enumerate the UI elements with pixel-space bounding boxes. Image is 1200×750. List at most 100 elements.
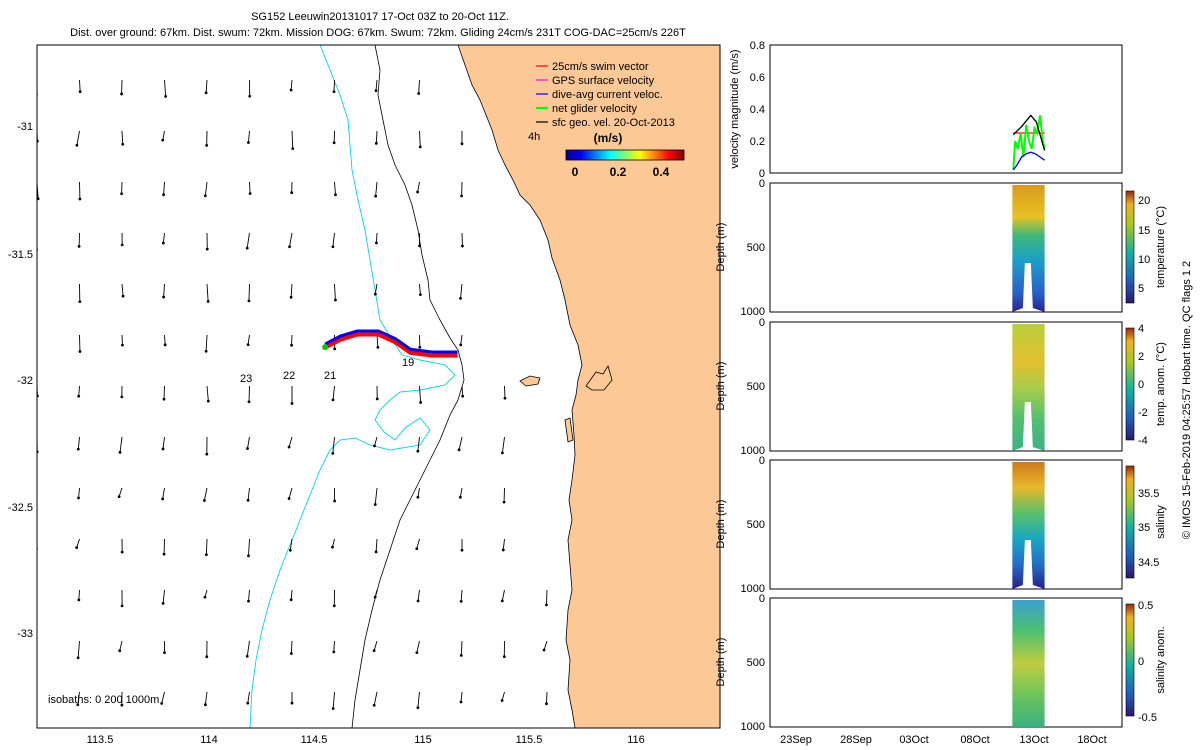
islands — [519, 365, 613, 443]
current-vector — [206, 385, 210, 403]
velocity-ytick: 0.8 — [750, 40, 765, 52]
map-legend: 25cm/s swim vector GPS surface velocity … — [536, 61, 675, 129]
current-vector — [376, 334, 380, 349]
track-current — [324, 329, 458, 354]
day-label: 21 — [324, 370, 336, 382]
current-vector — [418, 283, 422, 297]
current-vector — [117, 487, 123, 499]
day-label: 19 — [402, 357, 414, 369]
current-vector — [120, 589, 124, 608]
current-vector — [162, 283, 166, 299]
current-vector — [373, 436, 378, 448]
current-vector — [500, 589, 505, 603]
isobaths-label: isobaths: 0 200 1000m — [48, 694, 159, 706]
colorbar-salinity-anom — [1125, 603, 1135, 717]
cb-tick: 20 — [1138, 195, 1150, 207]
current-vector — [459, 691, 463, 704]
velocity-ytick: 0.4 — [750, 104, 765, 116]
current-vector — [290, 691, 294, 705]
cb-tick: 35 — [1138, 522, 1150, 534]
current-vector — [288, 538, 293, 552]
depth-ytick: 1000 — [741, 583, 765, 595]
current-vector — [76, 436, 80, 451]
current-vector — [120, 538, 124, 554]
cb-tick: 4 — [1138, 323, 1144, 335]
track-swim-vector — [323, 331, 458, 358]
current-vector — [245, 232, 250, 250]
current-vector — [161, 487, 165, 501]
title-line-1: SG152 Leeuwin20131017 17-Oct 03Z to 20-O… — [251, 11, 509, 23]
current-vector — [418, 232, 421, 248]
speed-colorbar — [565, 149, 685, 161]
day-label: 22 — [283, 370, 295, 382]
current-vector — [416, 181, 420, 194]
time-xtick: 08Oct — [960, 734, 989, 746]
current-vector — [75, 130, 80, 147]
current-vector — [415, 640, 420, 654]
current-vector — [121, 283, 125, 298]
current-vector — [204, 79, 208, 95]
current-vector — [416, 691, 420, 710]
map-xtick: 115.5 — [516, 734, 543, 746]
depth-ytick: 500 — [747, 242, 765, 254]
velocity-ylabel: velocity magnitude (m/s) — [729, 49, 741, 168]
current-vector — [502, 640, 506, 659]
current-vector — [415, 538, 420, 551]
map-ytick: -33 — [17, 628, 33, 640]
current-vector — [247, 589, 250, 603]
depth-ytick: 1000 — [741, 306, 765, 318]
cb-tick: 0 — [1138, 379, 1144, 391]
map-ytick: -32 — [17, 375, 33, 387]
section-data — [1012, 462, 1045, 589]
cb-label: salinity — [1155, 505, 1167, 539]
current-vector — [289, 640, 293, 655]
current-vector — [245, 640, 250, 658]
colorbar-label: (m/s) — [594, 131, 623, 145]
current-vector — [161, 436, 165, 451]
current-vector — [287, 436, 293, 449]
section-panel: Depth (m) 0 500 1000 — [715, 317, 1123, 457]
current-vector — [375, 232, 378, 245]
velocity-series — [1012, 114, 1046, 151]
cb-tick: 0.5 — [1138, 600, 1153, 612]
current-vector — [204, 691, 208, 707]
current-vector — [120, 181, 123, 196]
current-vector — [205, 640, 209, 659]
current-vector — [416, 487, 420, 499]
legend-entry: dive-avg current veloc. — [552, 89, 663, 101]
depth-ylabel: Depth (m) — [715, 638, 727, 687]
depth-ylabel: Depth (m) — [715, 362, 727, 411]
map-xtick: 115 — [414, 734, 432, 746]
current-vector — [78, 181, 82, 201]
current-vector — [161, 232, 165, 245]
current-vector — [161, 589, 165, 605]
current-vector — [332, 130, 336, 145]
current-vector — [503, 385, 507, 400]
current-vector — [78, 334, 82, 353]
current-vector — [77, 487, 80, 500]
current-vector — [459, 334, 463, 347]
depth-ytick: 0 — [759, 455, 765, 467]
depth-ylabel: Depth (m) — [715, 223, 727, 272]
map-ytick: -31.5 — [8, 249, 33, 261]
current-vector — [331, 232, 335, 249]
current-vector — [290, 385, 294, 405]
current-vector — [76, 640, 80, 660]
current-vector — [247, 130, 250, 144]
current-vector — [289, 283, 293, 299]
current-vector — [333, 283, 337, 302]
current-vectors — [37, 79, 548, 710]
current-vector — [545, 589, 548, 607]
current-vector — [120, 385, 124, 399]
current-vector — [501, 538, 505, 552]
cb-tick: 34.5 — [1138, 557, 1159, 569]
current-vector — [418, 334, 422, 349]
current-vector — [374, 130, 378, 145]
depth-ytick: 0 — [759, 593, 765, 605]
current-vector — [545, 691, 548, 706]
current-vector — [500, 691, 505, 702]
current-vector — [501, 436, 505, 455]
current-vector — [246, 436, 250, 450]
current-vector — [374, 79, 378, 92]
